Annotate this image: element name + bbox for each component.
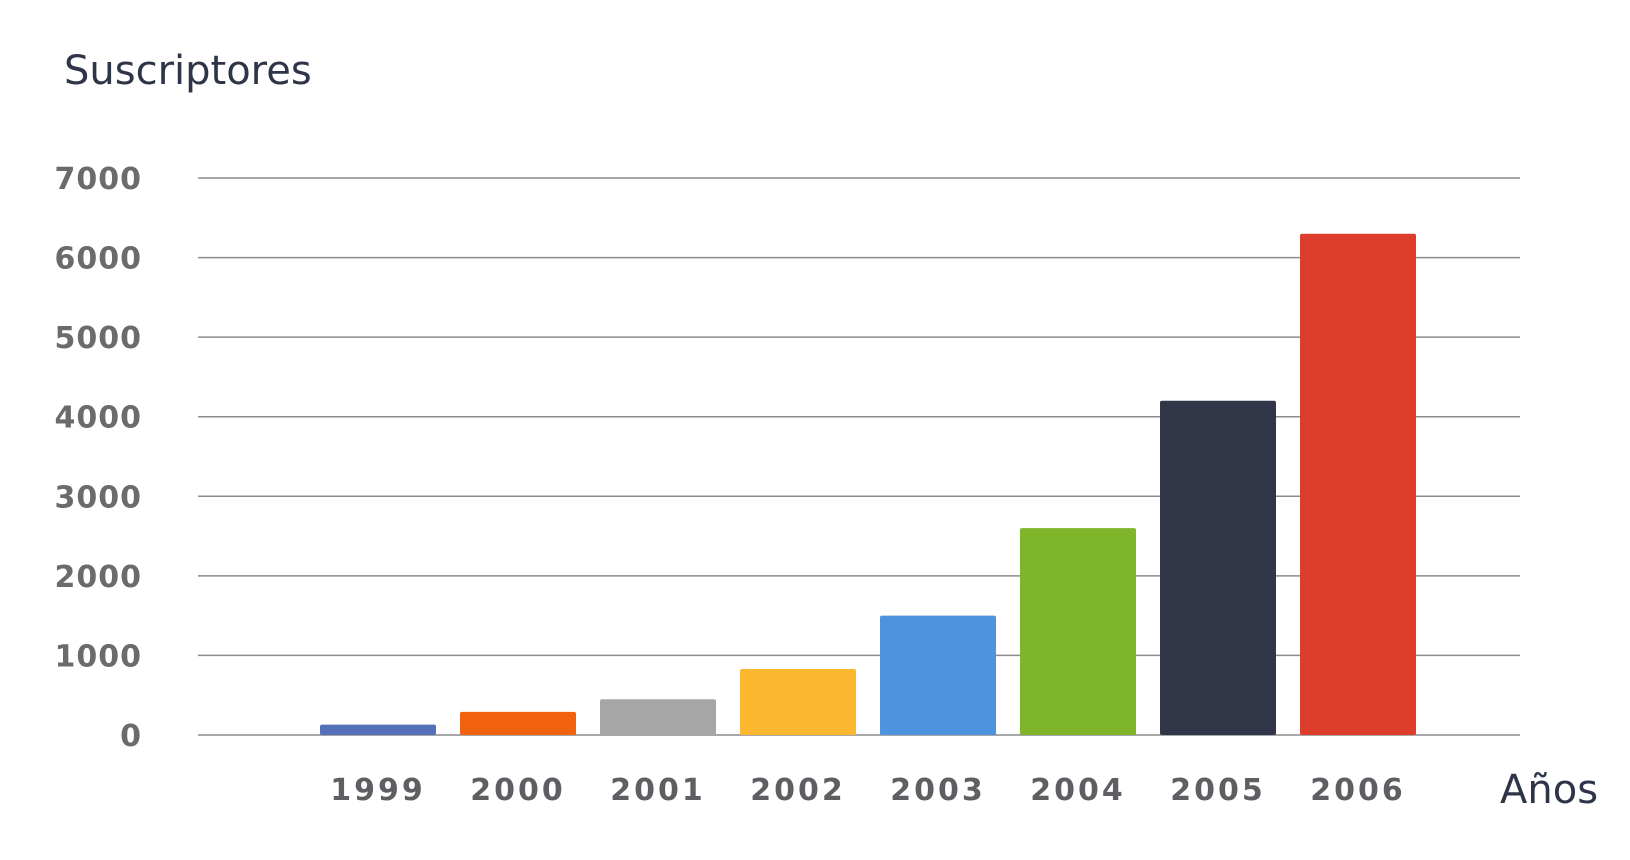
- x-tick-label: 2004: [1030, 773, 1126, 808]
- y-axis-ticks: 0 1000 2000 3000 4000 5000 6000 7000: [55, 162, 143, 754]
- y-tick-label: 4000: [55, 401, 143, 436]
- x-tick-label: 1999: [330, 773, 426, 808]
- x-tick-label: 2003: [890, 773, 986, 808]
- y-tick-label: 5000: [55, 321, 143, 356]
- y-tick-label: 1000: [55, 639, 143, 674]
- bar-2004: [1020, 528, 1136, 735]
- bar-2000: [460, 711, 576, 735]
- x-tick-label: 2005: [1170, 773, 1266, 808]
- x-tick-label: 2001: [610, 773, 706, 808]
- bar-2005: [1160, 400, 1276, 735]
- bars: [320, 233, 1416, 735]
- y-tick-label: 6000: [55, 242, 143, 277]
- bar-2001: [600, 699, 716, 735]
- gridlines: [198, 177, 1520, 736]
- bar-2006: [1300, 233, 1416, 735]
- x-axis-title: Años: [1500, 767, 1598, 813]
- bar-1999: [320, 724, 436, 735]
- x-tick-label: 2006: [1310, 773, 1406, 808]
- x-axis-ticks: 1999 2000 2001 2002 2003 2004 2005 2006: [330, 773, 1406, 808]
- y-axis-title: Suscriptores: [64, 48, 312, 94]
- y-tick-label: 0: [120, 719, 142, 754]
- x-tick-label: 2000: [470, 773, 566, 808]
- bar-2002: [740, 668, 856, 735]
- x-tick-label: 2002: [750, 773, 846, 808]
- y-tick-label: 7000: [55, 162, 143, 197]
- y-tick-label: 3000: [55, 480, 143, 515]
- y-tick-label: 2000: [55, 560, 143, 595]
- bar-2003: [880, 615, 996, 735]
